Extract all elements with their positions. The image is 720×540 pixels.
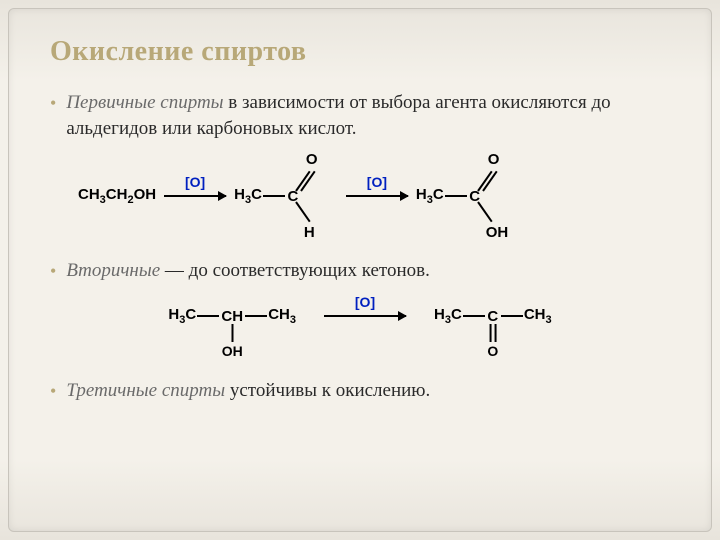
bullet-1-lead: Первичные спирты <box>66 92 223 113</box>
bullet-3-lead: Третичные спирты <box>66 380 225 401</box>
bullet-1-text: Первичные спирты в зависимости от выбора… <box>66 90 670 142</box>
r1-aldehyde: H3C C O H <box>234 186 300 206</box>
bullet-marker: • <box>50 378 56 404</box>
oxidant-label-1: [O] <box>160 174 230 190</box>
r1-reactant: CH3CH2OH <box>78 186 156 206</box>
bullet-2-lead: Вторичные <box>66 260 160 281</box>
arrow-1: [O] <box>160 182 230 210</box>
oxidant-label-3: [O] <box>320 294 410 310</box>
reaction-primary: CH3CH2OH [O] H3C C O H [O] H3C C O OH <box>78 156 670 240</box>
bullet-1: • Первичные спирты в зависимости от выбо… <box>50 90 670 142</box>
arrow-2: [O] <box>342 182 412 210</box>
r1-acid: H3C C O OH <box>416 186 482 206</box>
bullet-2-rest: — до соответствующих кетонов. <box>160 260 430 281</box>
bullet-marker: • <box>50 258 56 284</box>
reaction-secondary: H3C CH OH CH3 [O] H3C C O CH3 <box>50 298 670 360</box>
r2-reactant: H3C CH OH CH3 <box>168 306 296 326</box>
oxidant-label-2: [O] <box>342 174 412 190</box>
slide-title: Окисление спиртов <box>50 36 670 68</box>
r2-product: H3C C O CH3 <box>434 306 552 326</box>
bullet-marker: • <box>50 90 56 116</box>
bullet-3-text: Третичные спирты устойчивы к окислению. <box>66 378 430 404</box>
arrow-3: [O] <box>320 302 410 330</box>
bullet-2: • Вторичные — до соответствующих кетонов… <box>50 258 670 284</box>
bullet-3-rest: устойчивы к окислению. <box>225 380 430 401</box>
slide-content: Окисление спиртов • Первичные спирты в з… <box>8 8 712 532</box>
bullet-2-text: Вторичные — до соответствующих кетонов. <box>66 258 430 284</box>
bullet-3: • Третичные спирты устойчивы к окислению… <box>50 378 670 404</box>
